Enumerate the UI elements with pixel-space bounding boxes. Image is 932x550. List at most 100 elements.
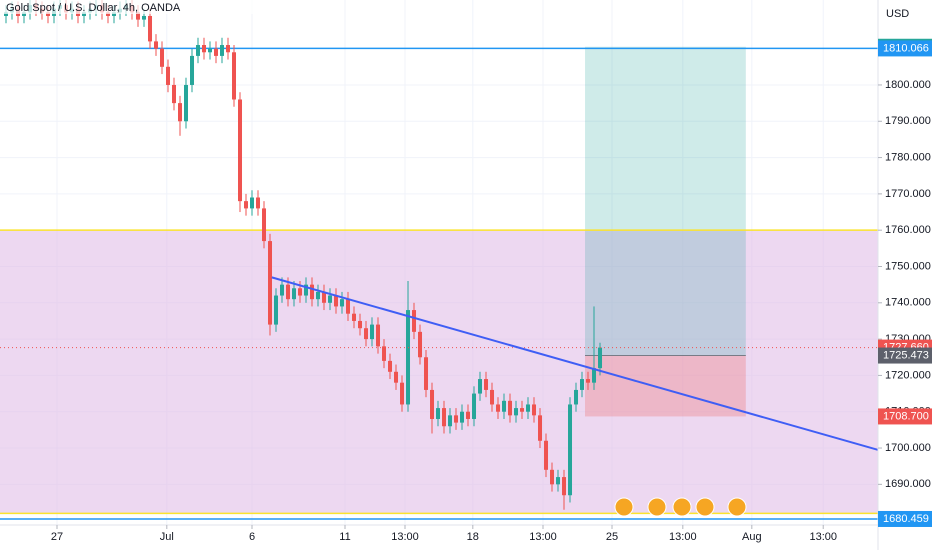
candle-body bbox=[346, 299, 351, 314]
candle-body bbox=[484, 379, 489, 390]
title-bg bbox=[0, 0, 260, 14]
candle-body bbox=[388, 360, 393, 372]
candle-body bbox=[448, 415, 453, 427]
candle-body bbox=[250, 197, 255, 209]
candle-body bbox=[298, 288, 303, 296]
candle-body bbox=[232, 52, 237, 100]
x-tick-label: Jul bbox=[160, 531, 174, 543]
candle-body bbox=[526, 404, 531, 412]
candle-body bbox=[328, 295, 333, 303]
candle-body bbox=[454, 415, 459, 423]
y-tick-label: 1740.000 bbox=[885, 297, 931, 309]
y-tick-label: 1770.000 bbox=[885, 188, 931, 200]
y-tick-label: 1760.000 bbox=[885, 224, 931, 236]
candle-body bbox=[46, 12, 51, 16]
candle-body bbox=[508, 400, 513, 416]
x-tick-label: Aug bbox=[742, 531, 762, 543]
candle-body bbox=[370, 324, 375, 340]
candle-body bbox=[202, 45, 207, 53]
x-tick-label: 13:00 bbox=[669, 531, 697, 543]
candle-body bbox=[334, 295, 339, 307]
chart-title: Gold Spot / U.S. Dollar, 4h, OANDA bbox=[6, 2, 181, 14]
candle-body bbox=[466, 411, 471, 419]
price-label: 1810.066 bbox=[883, 42, 929, 54]
candle-body bbox=[532, 404, 537, 416]
candle-body bbox=[220, 45, 225, 56]
x-tick-label: 11 bbox=[339, 531, 350, 543]
candle-body bbox=[352, 313, 357, 321]
candle-body bbox=[274, 295, 279, 325]
candle-body bbox=[598, 347, 603, 369]
candle-body bbox=[592, 368, 597, 383]
candle-body bbox=[136, 12, 141, 20]
candle-body bbox=[424, 357, 429, 390]
candle-body bbox=[568, 404, 573, 496]
candle-body bbox=[322, 291, 327, 303]
candle-body bbox=[280, 284, 285, 296]
y-tick-label: 1780.000 bbox=[885, 151, 931, 163]
candle-body bbox=[580, 379, 585, 390]
candle-body bbox=[520, 408, 525, 412]
candle-body bbox=[496, 404, 501, 412]
x-tick-label: 27 bbox=[51, 531, 63, 543]
candle-body bbox=[154, 41, 159, 49]
price-label: 1725.473 bbox=[883, 349, 929, 361]
x-tick-label: 13:00 bbox=[391, 531, 419, 543]
candle-body bbox=[442, 408, 447, 427]
candle-body bbox=[226, 45, 231, 53]
candle-body bbox=[244, 201, 249, 209]
candle-body bbox=[106, 12, 111, 16]
candle-body bbox=[400, 382, 405, 405]
candle-body bbox=[550, 469, 555, 485]
candle-body bbox=[208, 48, 213, 53]
candle-body bbox=[166, 66, 171, 85]
support-zone bbox=[0, 230, 878, 514]
candle-body bbox=[394, 371, 399, 383]
candle-body bbox=[142, 15, 147, 20]
candle-body bbox=[406, 310, 411, 405]
candle-body bbox=[472, 393, 477, 419]
y-tick-label: 1690.000 bbox=[885, 478, 931, 490]
candle-body bbox=[418, 331, 423, 358]
candle-body bbox=[148, 15, 153, 42]
x-tick-label: 13:00 bbox=[809, 531, 837, 543]
price-label: 1680.459 bbox=[883, 513, 929, 525]
candle-body bbox=[502, 400, 507, 412]
candle-body bbox=[262, 208, 267, 242]
x-tick-label: 6 bbox=[249, 531, 255, 543]
candle-body bbox=[460, 411, 465, 423]
candle-body bbox=[562, 477, 567, 496]
candle-body bbox=[478, 379, 483, 394]
x-tick-label: 18 bbox=[467, 531, 479, 543]
candle-body bbox=[310, 284, 315, 300]
candle-body bbox=[304, 284, 309, 296]
candle-body bbox=[574, 389, 579, 405]
candle-body bbox=[490, 389, 495, 405]
y-tick-label: 1800.000 bbox=[885, 79, 931, 91]
plot-area bbox=[0, 0, 878, 525]
y-tick-label: 1700.000 bbox=[885, 442, 931, 454]
candle-body bbox=[190, 55, 195, 85]
event-icons bbox=[614, 497, 747, 517]
price-label: 1708.700 bbox=[883, 410, 929, 422]
candle-body bbox=[160, 48, 165, 67]
candle-body bbox=[544, 440, 549, 470]
y-tick-label: 1750.000 bbox=[885, 260, 931, 272]
price-label-bg bbox=[878, 408, 932, 425]
candle-body bbox=[214, 48, 219, 56]
candle-body bbox=[172, 84, 177, 104]
candle-body bbox=[22, 12, 27, 16]
candle-body bbox=[538, 415, 543, 441]
candle-body bbox=[196, 45, 201, 56]
y-tick-label: 1790.000 bbox=[885, 115, 931, 127]
candle-body bbox=[412, 310, 417, 332]
candle-body bbox=[178, 103, 183, 122]
candle-body bbox=[4, 12, 9, 16]
candle-body bbox=[364, 328, 369, 340]
candle-body bbox=[382, 346, 387, 361]
currency-label: USD bbox=[886, 8, 909, 20]
candle-body bbox=[430, 389, 435, 419]
price-label-bg bbox=[878, 347, 932, 364]
trendline bbox=[271, 276, 878, 451]
